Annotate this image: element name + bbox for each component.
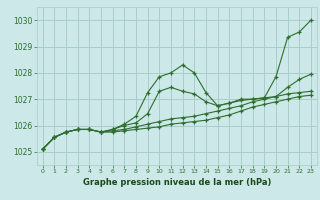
X-axis label: Graphe pression niveau de la mer (hPa): Graphe pression niveau de la mer (hPa) <box>83 178 271 187</box>
